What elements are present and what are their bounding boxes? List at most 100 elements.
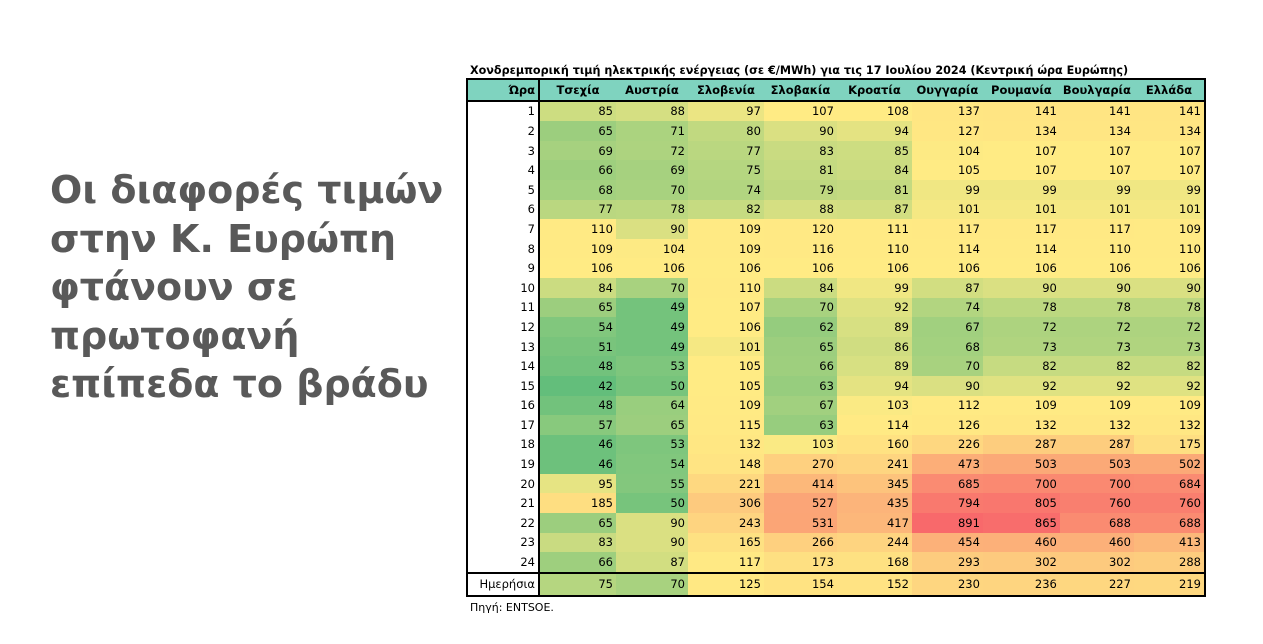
price-cell: 109 [687,219,764,239]
price-cell: 165 [687,532,764,553]
price-cell: 110 [538,219,616,239]
price-cell: 89 [836,356,912,376]
price-cell: 50 [615,493,688,514]
price-cell: 287 [982,434,1060,455]
hour-row: 14 48 53 105 66 89 70 82 82 82 [467,356,1205,376]
price-cell: 109 [1133,219,1205,239]
price-cell: 106 [615,258,688,278]
price-cell: 65 [763,336,837,357]
price-cell: 243 [687,513,764,533]
price-cell: 114 [982,238,1060,259]
price-cell: 117 [1059,219,1134,239]
price-cell: 503 [982,454,1060,474]
price-cell: 51 [538,336,616,357]
hour-cell: 24 [467,552,540,573]
price-cell: 107 [982,160,1060,180]
price-cell: 87 [615,552,688,573]
price-cell: 345 [836,473,912,494]
hour-cell: 7 [467,219,540,239]
price-cell: 49 [615,297,688,318]
price-cell: 49 [615,317,688,337]
price-cell: 110 [1133,238,1205,259]
price-cell: 805 [982,493,1060,514]
price-cell: 101 [1133,199,1205,220]
price-cell: 83 [763,140,837,161]
hour-row: 10 84 70 110 84 99 87 90 90 90 [467,277,1205,298]
price-cell: 70 [615,277,688,298]
price-cell: 688 [1059,513,1134,533]
hour-cell: 10 [467,277,540,298]
price-cell: 82 [1059,356,1134,376]
hour-row: 16 48 64 109 67 103 112 109 109 109 [467,395,1205,416]
headline: Οι διαφορές τιμών στην Κ. Ευρώπη φτάνουν… [50,168,444,406]
price-cell: 105 [687,356,764,376]
price-cell: 116 [763,238,837,259]
price-cell: 688 [1133,513,1205,533]
price-cell: 117 [982,219,1060,239]
price-cell: 72 [1133,317,1205,337]
price-cell: 891 [911,513,983,533]
price-cell: 168 [836,552,912,573]
hour-cell: 6 [467,199,540,220]
price-cell: 68 [911,336,983,357]
price-cell: 99 [836,277,912,298]
price-cell: 219 [1133,571,1205,596]
price-cell: 117 [911,219,983,239]
hour-row: 1 85 88 97 107 108 137 141 141 141 [467,100,1205,122]
price-cell: 90 [1059,277,1134,298]
price-cell: 760 [1059,493,1134,514]
price-cell: 107 [1059,140,1134,161]
price-cell: 473 [911,454,983,474]
price-cell: 86 [836,336,912,357]
hour-row: 6 77 78 82 88 87 101 101 101 101 [467,199,1205,220]
price-cell: 65 [538,121,616,141]
price-cell: 125 [687,571,764,596]
price-cell: 71 [615,121,688,141]
price-cell: 72 [615,140,688,161]
price-cell: 302 [982,552,1060,573]
hour-cell: 14 [467,356,540,376]
average-label: Ημερήσια [467,571,540,596]
price-cell: 42 [538,375,616,396]
price-cell: 84 [836,160,912,180]
price-cell: 63 [763,415,837,435]
hour-cell: 5 [467,179,540,200]
price-cell: 75 [687,160,764,180]
price-cell: 244 [836,532,912,553]
hour-cell: 4 [467,160,540,180]
country-header: Ελλάδα [1133,79,1205,102]
price-cell: 90 [982,277,1060,298]
price-cell: 79 [763,179,837,200]
price-cell: 50 [615,375,688,396]
hour-row: 5 68 70 74 79 81 99 99 99 99 [467,179,1205,200]
price-cell: 132 [1059,415,1134,435]
price-cell: 101 [687,336,764,357]
price-cell: 69 [615,160,688,180]
price-cell: 67 [763,395,837,416]
price-cell: 64 [615,395,688,416]
header-row: Ώρα Τσεχία Αυστρία Σλοβενία Σλοβακία Κροατία… [467,79,1205,102]
price-cell: 82 [687,199,764,220]
price-cell: 90 [763,121,837,141]
price-cell: 80 [687,121,764,141]
price-cell: 49 [615,336,688,357]
price-cell: 97 [687,100,764,122]
hour-row: 9 106 106 106 106 106 106 106 106 106 [467,258,1205,278]
hour-cell: 23 [467,532,540,553]
price-cell: 92 [982,375,1060,396]
price-cell: 65 [615,415,688,435]
price-cell: 109 [1133,395,1205,416]
price-cell: 62 [763,317,837,337]
price-cell: 154 [763,571,837,596]
price-cell: 46 [538,434,616,455]
price-cell: 288 [1133,552,1205,573]
price-cell: 74 [687,179,764,200]
price-cell: 106 [763,258,837,278]
price-cell: 78 [1133,297,1205,318]
price-cell: 134 [1059,121,1134,141]
price-cell: 70 [763,297,837,318]
price-table: Ώρα Τσεχία Αυστρία Σλοβενία Σλοβακία Κροατία… [466,78,1206,597]
price-cell: 110 [836,238,912,259]
price-cell: 84 [538,277,616,298]
price-cell: 83 [538,532,616,553]
